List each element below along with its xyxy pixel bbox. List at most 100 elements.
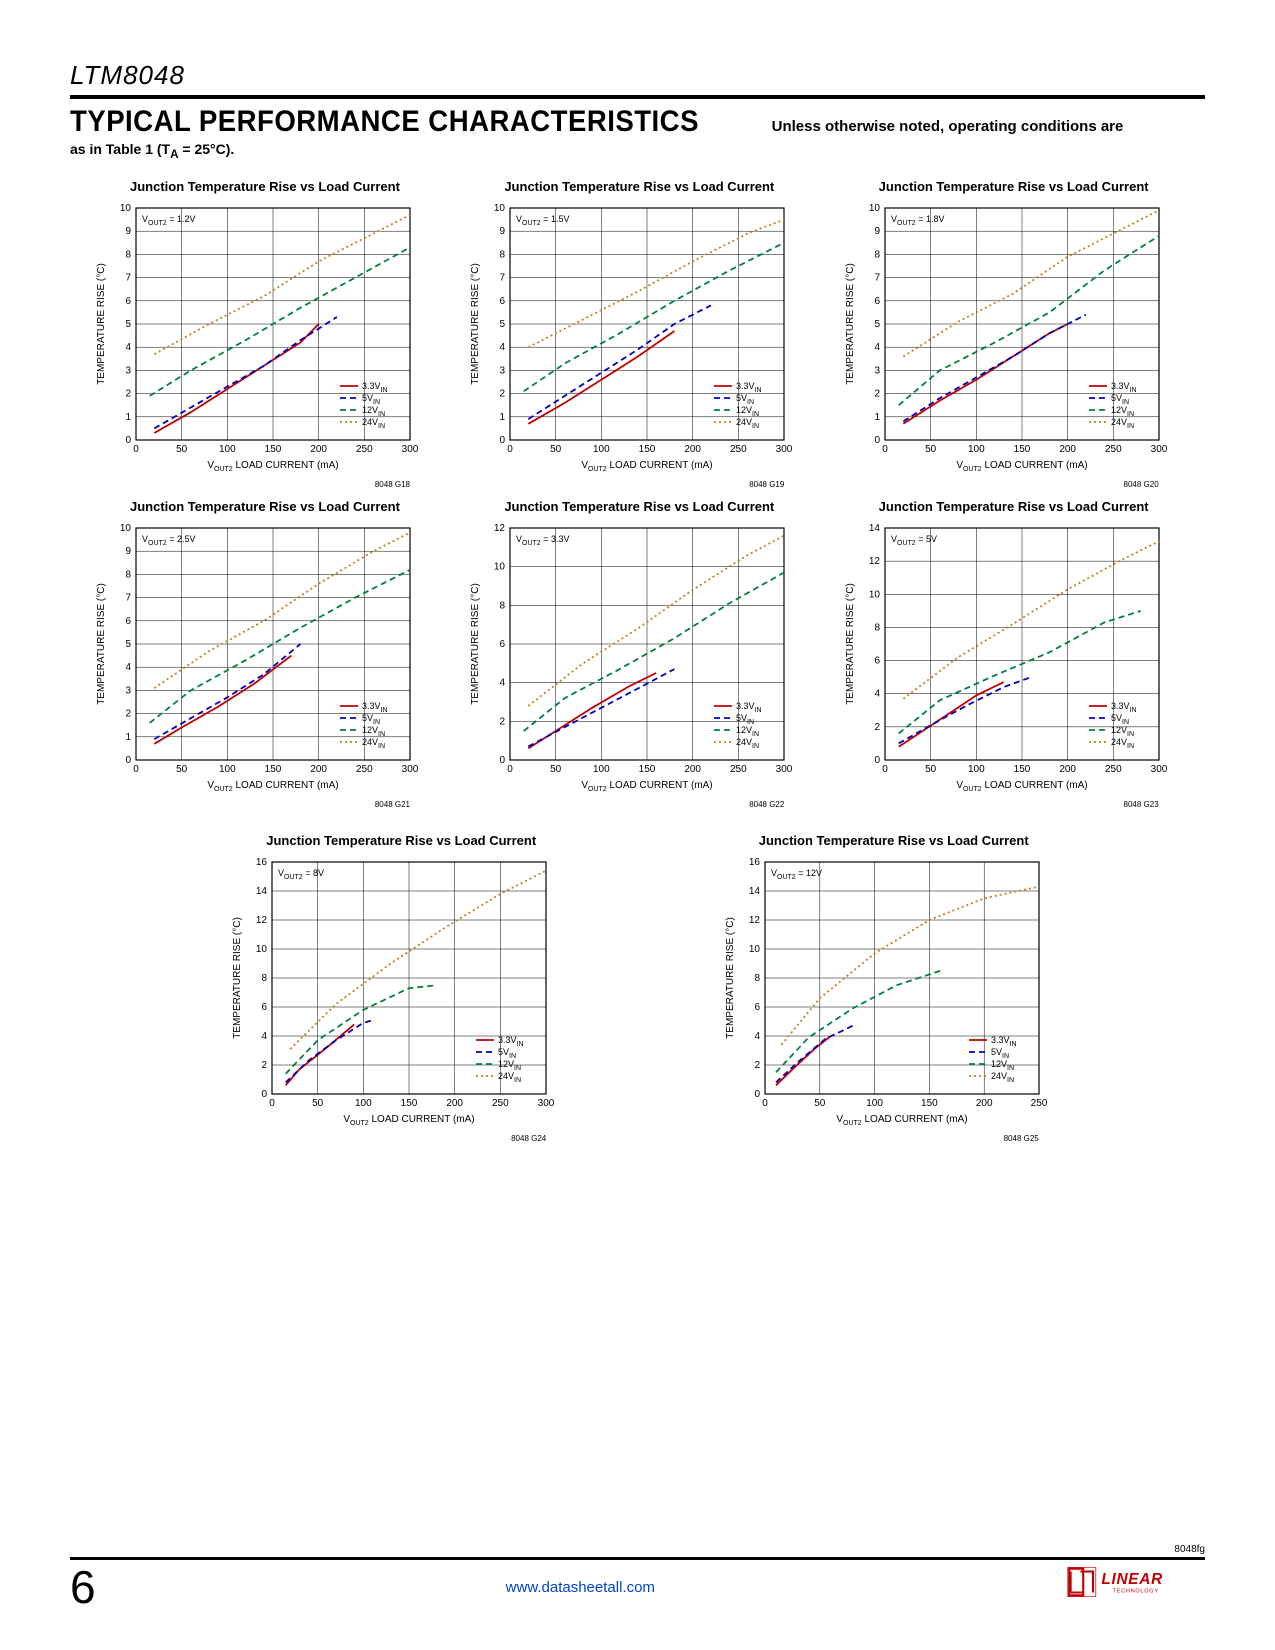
svg-text:24VIN: 24VIN (362, 417, 385, 430)
svg-text:0: 0 (125, 435, 131, 446)
svg-text:50: 50 (814, 1098, 826, 1109)
svg-text:150: 150 (265, 444, 282, 455)
svg-text:VOUT2 LOAD CURRENT (mA): VOUT2 LOAD CURRENT (mA) (207, 460, 338, 473)
svg-text:2: 2 (500, 716, 506, 727)
svg-text:250: 250 (1105, 444, 1122, 455)
chart: Junction Temperature Rise vs Load Curren… (719, 833, 1049, 1143)
chart-title: Junction Temperature Rise vs Load Curren… (464, 499, 794, 514)
chart-title: Junction Temperature Rise vs Load Curren… (839, 179, 1169, 194)
svg-text:10: 10 (494, 203, 506, 214)
chart-title: Junction Temperature Rise vs Load Curren… (226, 833, 556, 848)
svg-text:2: 2 (262, 1060, 268, 1071)
svg-text:24VIN: 24VIN (991, 1071, 1014, 1084)
svg-text:VOUT2 LOAD CURRENT (mA): VOUT2 LOAD CURRENT (mA) (836, 1114, 967, 1127)
header-rule (70, 95, 1205, 99)
svg-text:1: 1 (500, 412, 506, 423)
svg-text:VOUT2 = 5V: VOUT2 = 5V (891, 534, 937, 547)
svg-text:200: 200 (310, 444, 327, 455)
doc-code: 8048fg (70, 1544, 1205, 1555)
svg-text:8: 8 (874, 622, 880, 633)
svg-text:VOUT2 = 1.8V: VOUT2 = 1.8V (891, 214, 944, 227)
svg-text:16: 16 (749, 857, 761, 868)
svg-text:7: 7 (874, 272, 880, 283)
svg-text:100: 100 (593, 764, 610, 775)
section-subnote: as in Table 1 (TA = 25°C). (70, 141, 1205, 161)
svg-text:4: 4 (125, 342, 131, 353)
svg-text:4: 4 (754, 1031, 760, 1042)
svg-text:2: 2 (874, 722, 880, 733)
svg-text:0: 0 (500, 435, 506, 446)
charts-grid-top: Junction Temperature Rise vs Load Curren… (70, 179, 1205, 809)
svg-text:VOUT2 = 12V: VOUT2 = 12V (771, 868, 822, 881)
chart-code: 8048 G19 (464, 480, 794, 489)
svg-text:50: 50 (550, 764, 562, 775)
svg-text:50: 50 (176, 764, 188, 775)
svg-text:2: 2 (125, 388, 131, 399)
svg-text:100: 100 (866, 1098, 883, 1109)
chart: Junction Temperature Rise vs Load Curren… (464, 179, 794, 489)
svg-text:250: 250 (1105, 764, 1122, 775)
chart-svg: 0501001502002500246810121416TEMPERATURE … (719, 852, 1049, 1132)
svg-text:150: 150 (265, 764, 282, 775)
svg-text:1: 1 (125, 732, 131, 743)
svg-text:0: 0 (500, 755, 506, 766)
svg-text:12: 12 (256, 915, 268, 926)
svg-text:4: 4 (874, 689, 880, 700)
svg-text:8: 8 (125, 569, 131, 580)
svg-text:200: 200 (1059, 444, 1076, 455)
svg-text:0: 0 (762, 1098, 768, 1109)
chart-svg: 050100150200250300024681012TEMPERATURE R… (464, 518, 794, 798)
svg-text:100: 100 (219, 444, 236, 455)
chart-code: 8048 G18 (90, 480, 420, 489)
svg-text:50: 50 (312, 1098, 324, 1109)
svg-text:6: 6 (125, 296, 131, 307)
vendor-logo: LINEAR TECHNOLOGY (1065, 1564, 1205, 1600)
svg-text:3: 3 (125, 685, 131, 696)
svg-text:100: 100 (355, 1098, 372, 1109)
svg-text:250: 250 (730, 444, 747, 455)
svg-text:10: 10 (120, 203, 132, 214)
svg-text:50: 50 (925, 764, 937, 775)
svg-text:12: 12 (749, 915, 761, 926)
chart-svg: 050100150200250300012345678910TEMPERATUR… (464, 198, 794, 478)
svg-text:4: 4 (500, 677, 506, 688)
chart-code: 8048 G23 (839, 800, 1169, 809)
svg-text:7: 7 (125, 592, 131, 603)
svg-text:8: 8 (500, 600, 506, 611)
svg-text:7: 7 (125, 272, 131, 283)
svg-text:24VIN: 24VIN (736, 417, 759, 430)
chart-code: 8048 G24 (226, 1134, 556, 1143)
svg-text:16: 16 (256, 857, 268, 868)
svg-text:TEMPERATURE RISE (°C): TEMPERATURE RISE (°C) (470, 263, 481, 385)
svg-text:10: 10 (256, 944, 268, 955)
svg-text:300: 300 (776, 764, 793, 775)
section-note: Unless otherwise noted, operating condit… (772, 118, 1124, 135)
svg-text:5: 5 (125, 319, 131, 330)
svg-text:50: 50 (925, 444, 937, 455)
chart-title: Junction Temperature Rise vs Load Curren… (464, 179, 794, 194)
chart-code: 8048 G22 (464, 800, 794, 809)
svg-text:150: 150 (639, 764, 656, 775)
svg-text:150: 150 (921, 1098, 938, 1109)
svg-text:0: 0 (133, 444, 139, 455)
svg-text:200: 200 (1059, 764, 1076, 775)
svg-text:250: 250 (492, 1098, 509, 1109)
svg-text:8: 8 (500, 249, 506, 260)
svg-text:300: 300 (538, 1098, 555, 1109)
svg-text:LINEAR: LINEAR (1101, 1571, 1163, 1588)
svg-text:0: 0 (874, 755, 880, 766)
svg-text:VOUT2 LOAD CURRENT (mA): VOUT2 LOAD CURRENT (mA) (582, 780, 713, 793)
svg-text:8: 8 (262, 973, 268, 984)
svg-text:3: 3 (874, 365, 880, 376)
svg-text:VOUT2 = 1.2V: VOUT2 = 1.2V (142, 214, 195, 227)
section-header: TYPICAL PERFORMANCE CHARACTERISTICS Unle… (70, 105, 1205, 139)
svg-text:0: 0 (508, 764, 514, 775)
svg-text:200: 200 (685, 764, 702, 775)
svg-text:5: 5 (125, 639, 131, 650)
chart: Junction Temperature Rise vs Load Curren… (464, 499, 794, 809)
svg-text:8: 8 (754, 973, 760, 984)
svg-text:250: 250 (356, 764, 373, 775)
svg-text:4: 4 (874, 342, 880, 353)
svg-text:300: 300 (402, 444, 419, 455)
svg-text:10: 10 (120, 523, 132, 534)
